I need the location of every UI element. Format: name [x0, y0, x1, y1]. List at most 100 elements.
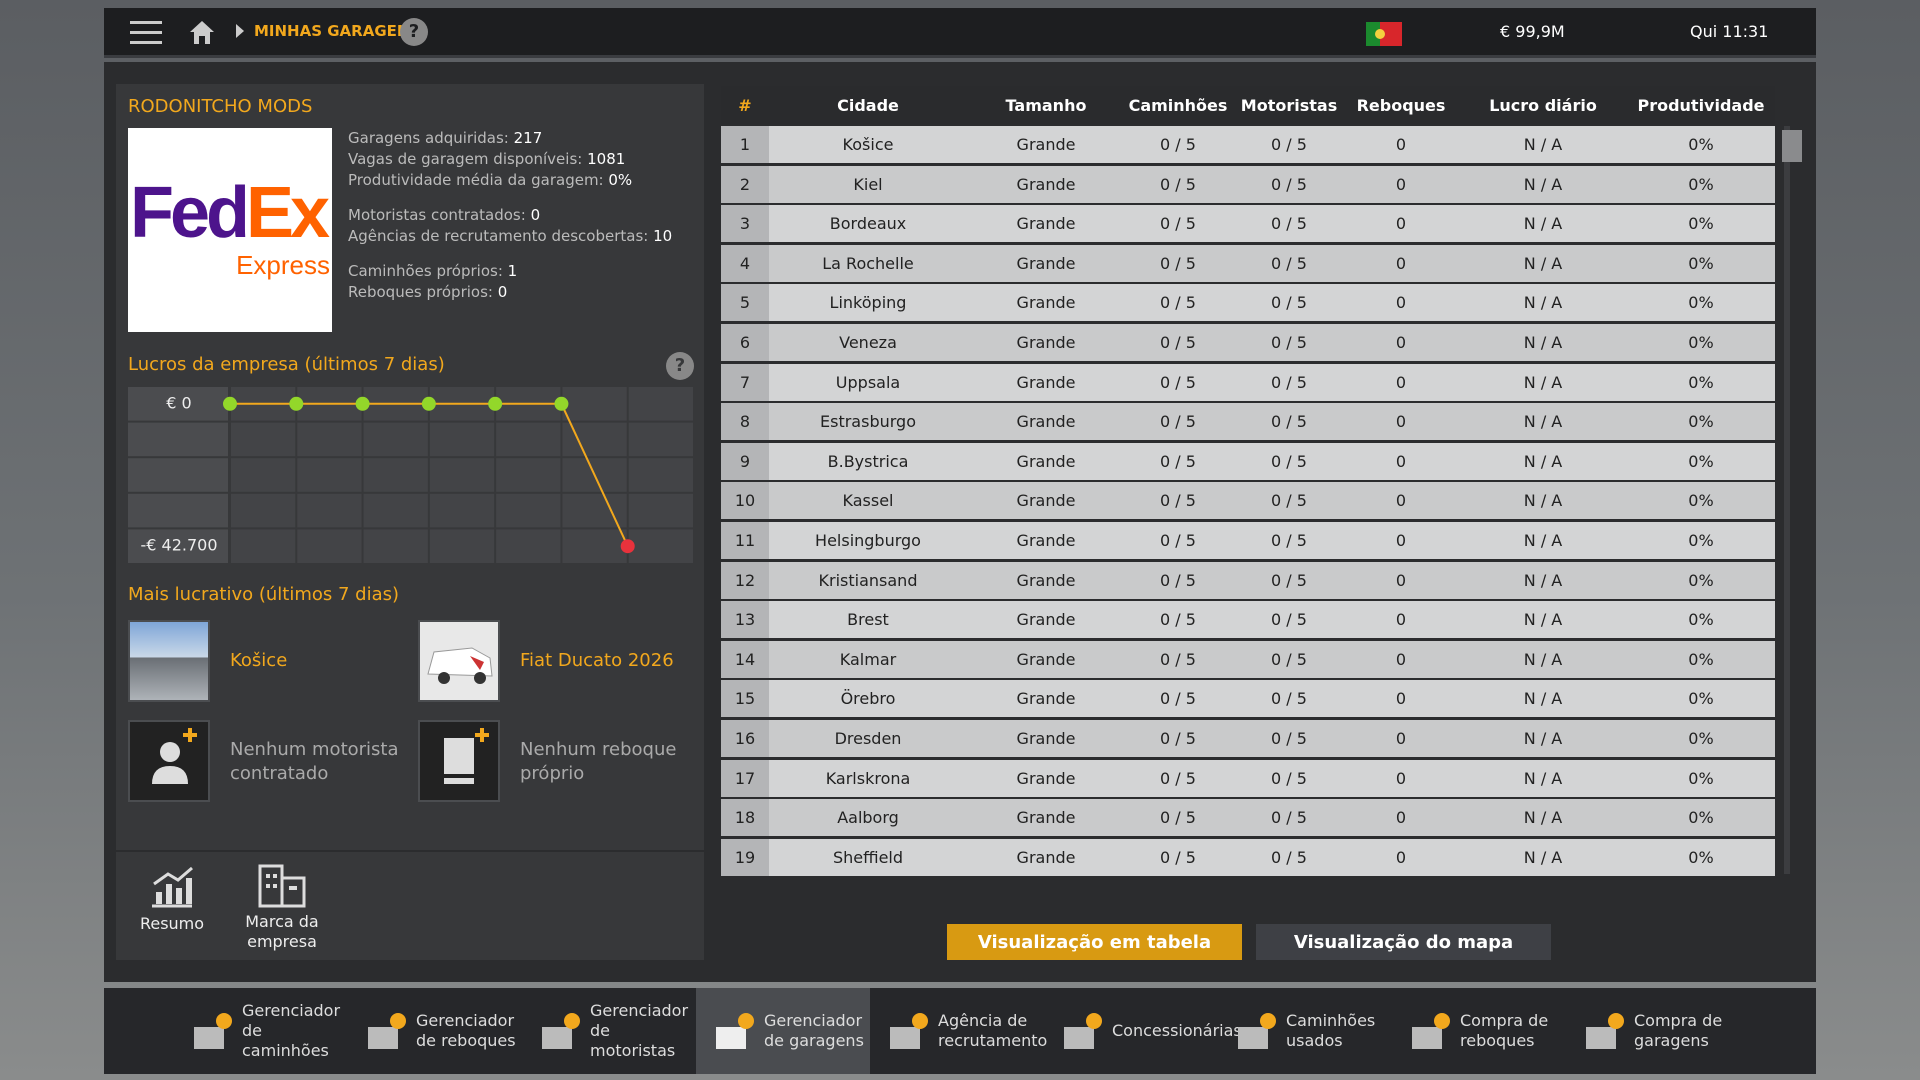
help-icon[interactable]: ?	[400, 18, 428, 46]
tab-label: Resumo	[139, 914, 205, 933]
table-cell: 0 / 5	[1271, 491, 1307, 511]
table-row[interactable]: 11 Helsingburgo Grande 0 / 5 0 / 5 0 N / A 0%	[721, 522, 1775, 559]
table-cell: N / A	[1523, 253, 1563, 273]
table-cell: 0	[1395, 847, 1407, 867]
grid-cell	[231, 458, 296, 492]
table-cell: 2	[739, 174, 751, 194]
stat-line: Produtividade média da garagem: 0%	[348, 170, 698, 191]
nav-label: Caminhões usados	[1286, 1011, 1376, 1050]
nav-item[interactable]: Compra de garagens	[1566, 988, 1740, 1074]
table-row[interactable]: 5 Linköping Grande 0 / 5 0 / 5 0 N / A 0%	[721, 284, 1775, 322]
grid-cell	[429, 529, 495, 563]
icon-badge	[1434, 1013, 1450, 1029]
scrollbar-thumb[interactable]	[1782, 130, 1802, 162]
home-icon[interactable]	[188, 18, 216, 46]
table-cell: Grande	[1016, 689, 1076, 709]
table-cell: 6	[739, 333, 751, 352]
grid-cell	[628, 422, 693, 457]
table-row[interactable]: 19 Sheffield Grande 0 / 5 0 / 5 0 N / A 0%	[721, 838, 1775, 876]
table-cell: Grande	[1016, 610, 1076, 630]
table-cell: N / A	[1523, 333, 1563, 352]
table-cell: 9	[739, 451, 751, 471]
table-row[interactable]: 4 La Rochelle Grande 0 / 5 0 / 5 0 N / A 0%	[721, 244, 1775, 282]
nav-item[interactable]: Gerenciador de caminhões	[174, 988, 348, 1074]
table-cell: Aalborg	[837, 808, 899, 828]
table-row[interactable]: 6 Veneza Grande 0 / 5 0 / 5 0 N / A 0%	[721, 324, 1775, 361]
table-row[interactable]: 3 Bordeaux Grande 0 / 5 0 / 5 0 N / A 0%	[721, 205, 1775, 243]
table-row[interactable]: 15 Örebro Grande 0 / 5 0 / 5 0 N / A 0%	[721, 680, 1775, 718]
table-row[interactable]: 8 Estrasburgo Grande 0 / 5 0 / 5 0 N / A 0%	[721, 403, 1775, 441]
table-cell: Grande	[1016, 451, 1076, 471]
table-row[interactable]: 17 Karlskrona Grande 0 / 5 0 / 5 0 N / A 0%	[721, 759, 1775, 797]
summary-tab[interactable]: Resumo	[122, 864, 222, 933]
table-cell: 0%	[1688, 333, 1714, 352]
table-cell: 0 / 5	[1271, 689, 1307, 709]
table-row[interactable]: 18 Aalborg Grande 0 / 5 0 / 5 0 N / A 0%	[721, 799, 1775, 837]
grid-cell	[496, 529, 561, 563]
table-cell: Karlskrona	[825, 768, 911, 788]
table-cell: 0%	[1688, 531, 1714, 550]
menu-icon[interactable]	[130, 20, 162, 46]
stat-value: 217	[513, 129, 543, 147]
driver-slot[interactable]	[128, 720, 210, 802]
map-view-button[interactable]: Visualização do mapa	[1256, 924, 1551, 960]
nav-item[interactable]: Gerenciador de reboques	[348, 988, 522, 1074]
brand-tab[interactable]: Marca da empresa	[232, 860, 332, 952]
icon-shape	[368, 1027, 398, 1049]
grid-cell	[363, 493, 428, 528]
table-row[interactable]: 13 Brest Grande 0 / 5 0 / 5 0 N / A 0%	[721, 601, 1775, 639]
table-cell: 0%	[1688, 491, 1714, 511]
table-cell: 0%	[1688, 214, 1714, 234]
index-cell-bg	[721, 403, 769, 441]
grid-cell	[363, 422, 428, 457]
table-row[interactable]: 9 B.Bystrica Grande 0 / 5 0 / 5 0 N / A 0%	[721, 442, 1775, 480]
nav-icon	[890, 1013, 928, 1049]
index-cell-bg	[721, 482, 769, 520]
icon-shape	[1238, 1027, 1268, 1049]
nav-item[interactable]: Compra de reboques	[1392, 988, 1566, 1074]
grid-cell	[429, 493, 495, 528]
table-row[interactable]: 16 Dresden Grande 0 / 5 0 / 5 0 N / A 0%	[721, 720, 1775, 757]
nav-label: Gerenciador de motoristas	[590, 1001, 689, 1060]
index-cell-bg	[721, 363, 769, 401]
driver-icon	[152, 728, 197, 784]
table-cell: 10	[734, 491, 756, 511]
icon-shape	[716, 1027, 746, 1049]
nav-item[interactable]: Agência de recrutamento	[870, 988, 1047, 1074]
index-cell-bg	[721, 284, 769, 322]
trailer-text: Nenhum reboque próprio	[520, 739, 677, 784]
table-row[interactable]: 10 Kassel Grande 0 / 5 0 / 5 0 N / A 0%	[721, 482, 1775, 520]
table-cell: 0 / 5	[1271, 729, 1307, 748]
profit-point	[223, 396, 237, 411]
nav-item[interactable]: Caminhões usados	[1218, 988, 1392, 1074]
trailer-icon	[444, 728, 489, 784]
top-truck[interactable]: Fiat Ducato 2026	[520, 650, 674, 671]
table-row[interactable]: 14 Kalmar Grande 0 / 5 0 / 5 0 N / A 0%	[721, 640, 1775, 678]
column-header: Produtividade	[1637, 95, 1765, 115]
table-cell: N / A	[1523, 808, 1563, 828]
table-cell: 0 / 5	[1160, 253, 1196, 273]
table-row[interactable]: 12 Kristiansand Grande 0 / 5 0 / 5 0 N / A 0%	[721, 561, 1775, 599]
help-icon[interactable]: ?	[666, 352, 694, 380]
table-view-button[interactable]: Visualização em tabela	[947, 924, 1242, 960]
table-row[interactable]: 2 Kiel Grande 0 / 5 0 / 5 0 N / A 0%	[721, 165, 1775, 203]
nav-item[interactable]: Gerenciador de garagens	[696, 988, 870, 1074]
icon-badge	[390, 1013, 406, 1029]
nav-icon	[1412, 1013, 1450, 1049]
table-cell: Grande	[1016, 847, 1076, 867]
table-cell: 19	[734, 847, 756, 867]
profit-point	[289, 396, 304, 411]
grid-cell	[297, 493, 362, 528]
nav-item[interactable]: Gerenciador de motoristas	[522, 988, 696, 1074]
table-row[interactable]: 1 Košice Grande 0 / 5 0 / 5 0 N / A 0%	[721, 126, 1775, 163]
trailer-slot[interactable]	[418, 720, 500, 802]
index-cell-bg	[721, 244, 769, 282]
nav-item[interactable]: Concessionárias	[1044, 988, 1242, 1074]
top-garage[interactable]: Košice	[230, 650, 288, 671]
grid-cell	[429, 422, 495, 457]
table-cell: 3	[739, 214, 751, 234]
table-cell: 0%	[1688, 451, 1714, 471]
table-cell: 0	[1395, 174, 1407, 194]
table-row[interactable]: 7 Uppsala Grande 0 / 5 0 / 5 0 N / A 0%	[721, 363, 1775, 401]
